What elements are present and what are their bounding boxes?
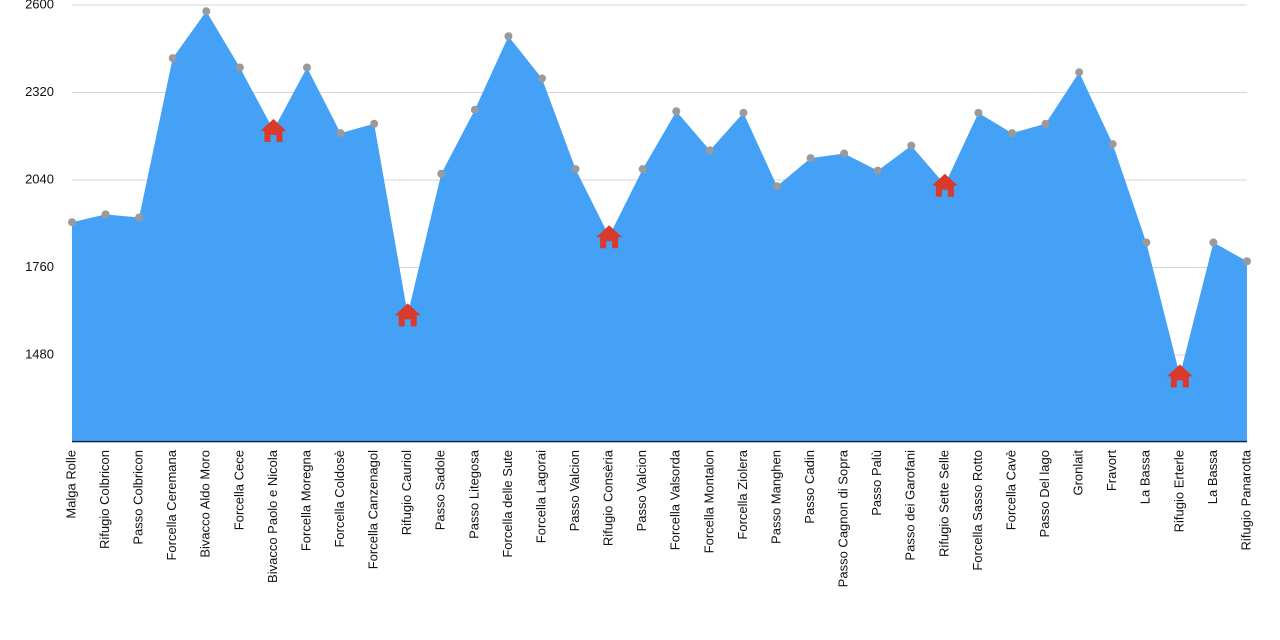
x-tick-label: Forcella Valsorda (668, 449, 683, 550)
point-marker (235, 63, 244, 72)
point-marker (1243, 257, 1251, 266)
y-tick-label: 2600 (25, 0, 54, 11)
house-marker (394, 303, 421, 327)
point-marker (1008, 129, 1016, 138)
x-tick-label: Passo Del lago (1037, 450, 1052, 537)
x-tick-label: Passo Manghen (768, 450, 783, 544)
x-tick-label: Forcella Coldosè (332, 450, 347, 548)
area (72, 11, 1247, 443)
y-tick-label: 2320 (25, 84, 54, 99)
x-tick-label: Passo Valcion (567, 450, 582, 531)
x-tick-label: Passo Cagnon di Sopra (836, 449, 851, 587)
point-marker (538, 74, 546, 83)
house-marker (1166, 364, 1193, 388)
y-tick-label: 1480 (25, 346, 54, 361)
x-tick-label: Passo Valcion (634, 450, 649, 531)
x-tick-label: Fravort (1104, 450, 1119, 492)
point-marker (1209, 238, 1218, 247)
point-marker (974, 108, 983, 117)
point-marker (672, 107, 681, 116)
house-marker (260, 119, 287, 142)
point-marker (336, 129, 345, 138)
x-tick-label: Passo Palù (869, 450, 884, 516)
point-marker (705, 146, 714, 155)
x-tick-label: Forcella Ziolera (735, 449, 750, 539)
x-tick-label: Rifugio Panarotta (1238, 449, 1253, 550)
y-tick-label: 2040 (25, 171, 54, 186)
house-marker (931, 173, 958, 197)
point-marker (101, 210, 110, 219)
x-tick-label: Forcella Lagorai (533, 450, 548, 543)
x-tick-label: Forcella Canzenagol (366, 450, 381, 569)
point-marker (135, 213, 144, 222)
point-marker (202, 7, 211, 16)
x-tick-label: Bivacco Aldo Moro (198, 450, 213, 558)
point-marker (907, 141, 916, 150)
x-tick-label: Forcella Ceremana (164, 449, 179, 560)
x-tick-label: Rifugio Erterle (1171, 450, 1186, 532)
point-marker (773, 182, 781, 191)
x-tick-label: Rifugio Sette Selle (936, 450, 951, 557)
y-tick-label: 1760 (25, 259, 54, 274)
x-tick-label: Forcella Montalon (701, 450, 716, 553)
x-tick-label: Forcella delle Sute (500, 450, 515, 558)
point-marker (873, 166, 882, 175)
x-tick-label: Rifugio Consèria (601, 449, 616, 546)
point-marker (806, 154, 815, 163)
x-tick-label: Forcella Cavè (1003, 450, 1018, 530)
x-tick-label: Passo Colbricon (131, 450, 146, 545)
x-tick-label: Forcella Cece (231, 450, 246, 530)
x-tick-label: Passo Sadole (433, 450, 448, 530)
x-tick-label: Malga Rolle (63, 450, 78, 519)
house-marker (596, 225, 623, 249)
x-tick-label: La Bassa (1205, 449, 1220, 504)
point-marker (504, 32, 513, 41)
point-marker (370, 119, 379, 128)
point-marker (1142, 238, 1151, 247)
x-tick-label: Rifugio Colbricon (97, 450, 112, 549)
x-tick-label: Gronlait (1071, 450, 1086, 496)
point-marker (303, 63, 311, 72)
point-marker (638, 165, 647, 174)
x-tick-label: La Bassa (1138, 449, 1153, 504)
point-marker (1075, 68, 1084, 77)
x-tick-label: Forcella Sasso Rotto (970, 450, 985, 571)
x-tick-label: Bivacco Paolo e Nicola (265, 449, 280, 583)
x-tick-label: Passo dei Garofani (903, 450, 918, 561)
point-marker (470, 105, 479, 114)
point-marker (840, 149, 849, 158)
point-marker (437, 169, 446, 178)
x-tick-label: Rifugio Cauriol (399, 450, 414, 535)
x-tick-label: Passo Litegosa (466, 449, 481, 539)
point-marker (1041, 119, 1050, 128)
x-tick-label: Forcella Moregna (298, 449, 313, 551)
point-marker (168, 54, 177, 63)
point-marker (1108, 140, 1117, 149)
point-marker (571, 165, 580, 174)
point-marker (739, 108, 748, 117)
point-marker (68, 218, 76, 227)
x-tick-label: Passo Cadin (802, 450, 817, 524)
